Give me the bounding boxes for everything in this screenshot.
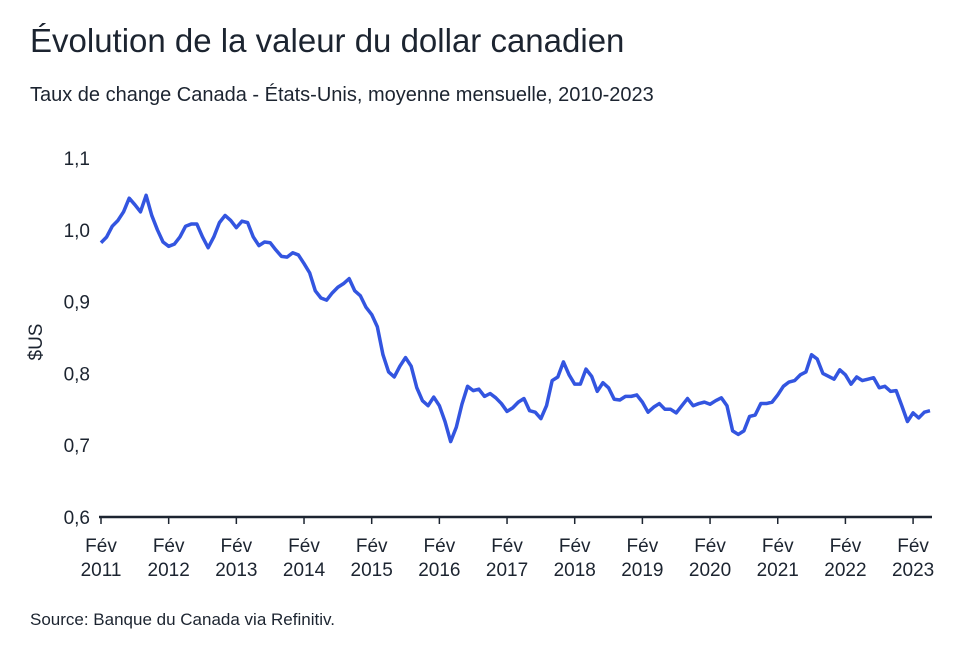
x-tick-label: Fév: [627, 536, 659, 557]
x-tick-label: 2018: [554, 560, 596, 581]
x-tick-label: 2014: [283, 560, 326, 581]
x-tick-label: Fév: [221, 536, 253, 557]
x-tick-label: 2011: [81, 560, 122, 581]
chart-title: Évolution de la valeur du dollar canadie…: [30, 22, 624, 59]
y-tick-label: 0,6: [64, 508, 90, 529]
x-tick-label: 2022: [824, 560, 866, 581]
x-tick-label: Fév: [356, 536, 388, 557]
x-tick-label: Fév: [288, 536, 320, 557]
y-tick-label: 0,8: [64, 364, 90, 385]
x-tick-label: 2015: [351, 560, 393, 581]
x-tick-label: 2020: [689, 560, 731, 581]
x-tick-label: Fév: [762, 536, 794, 557]
x-tick-label: Fév: [830, 536, 862, 557]
x-tick-label: 2012: [148, 560, 190, 581]
chart-subtitle: Taux de change Canada - États-Unis, moye…: [30, 83, 654, 106]
x-tick-label: Fév: [897, 536, 929, 557]
data-line: [99, 193, 931, 444]
x-tick-label: 2019: [621, 560, 663, 581]
x-tick-label: Fév: [694, 536, 726, 557]
y-tick-label: 0,9: [64, 293, 90, 314]
y-axis-label: $US: [26, 324, 47, 361]
x-tick-label: 2017: [486, 560, 528, 581]
x-tick-label: Fév: [559, 536, 591, 557]
x-tick-label: 2016: [418, 560, 460, 581]
y-tick-label: 1,0: [64, 221, 90, 242]
source-note: Source: Banque du Canada via Refinitiv.: [30, 610, 335, 629]
y-tick-label: 0,7: [64, 436, 90, 457]
x-tick-label: 2023: [892, 560, 934, 581]
y-tick-label: 1,1: [64, 149, 90, 170]
x-tick-label: Fév: [153, 536, 185, 557]
x-tick-label: 2021: [757, 560, 799, 581]
x-tick-label: Fév: [85, 536, 117, 557]
x-tick-label: 2013: [215, 560, 257, 581]
x-tick-label: Fév: [491, 536, 523, 557]
x-tick-label: Fév: [424, 536, 456, 557]
